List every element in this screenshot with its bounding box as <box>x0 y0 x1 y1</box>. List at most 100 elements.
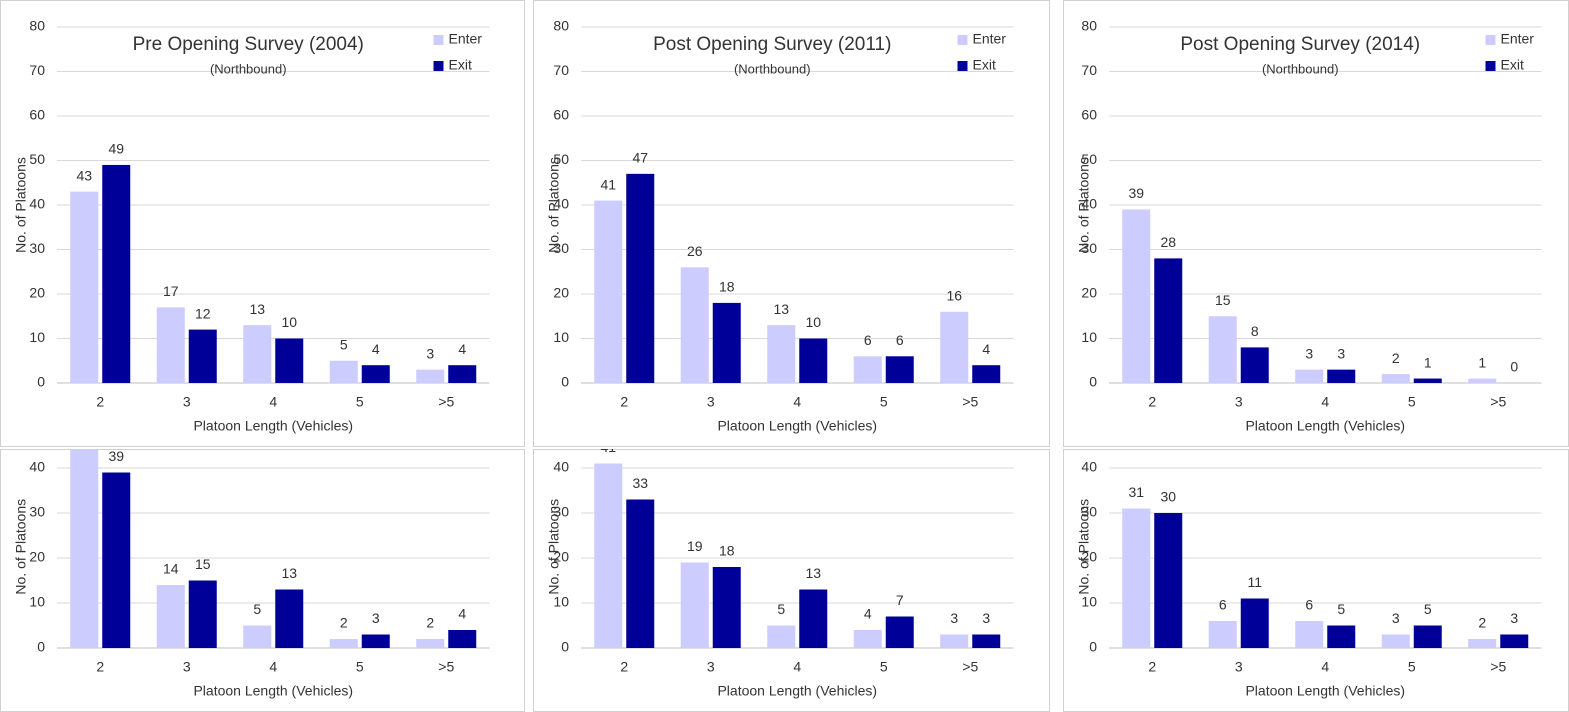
bar <box>853 356 882 383</box>
bar <box>1381 634 1410 648</box>
bar <box>767 325 796 383</box>
data-label: 3 <box>1392 610 1400 626</box>
bar <box>329 639 358 648</box>
data-label: 5 <box>340 336 348 352</box>
data-label: 4 <box>458 341 466 357</box>
bar <box>243 325 272 383</box>
data-label: 13 <box>281 565 297 581</box>
data-label: 2 <box>1478 615 1486 631</box>
data-label: 15 <box>195 556 211 572</box>
x-tick-label: 4 <box>269 659 277 675</box>
chart-title: Pre Opening Survey (2004) <box>133 34 364 55</box>
x-tick-label: 5 <box>1408 659 1416 675</box>
legend-swatch <box>433 35 444 45</box>
data-label: 11 <box>1247 574 1262 590</box>
bar <box>275 589 304 648</box>
data-label: 3 <box>1510 610 1518 626</box>
data-label: 5 <box>777 601 785 617</box>
bar <box>885 616 914 648</box>
y-tick-label: 50 <box>553 151 569 167</box>
y-tick-label: 50 <box>1081 151 1097 167</box>
data-label: 4 <box>372 341 380 357</box>
data-label: 3 <box>1337 345 1345 361</box>
y-tick-label: 20 <box>29 549 45 565</box>
bar <box>1154 258 1183 383</box>
x-tick-label: 3 <box>1235 659 1243 675</box>
legend-swatch <box>1485 35 1496 45</box>
bar <box>102 164 131 383</box>
bar <box>361 634 390 648</box>
y-tick-label: 20 <box>29 285 45 301</box>
chart-subtitle: (Northbound) <box>734 61 811 76</box>
x-tick-label: 2 <box>1148 659 1156 675</box>
y-axis-label: No. of Platoons <box>1076 157 1092 253</box>
x-tick-label: 2 <box>96 394 104 410</box>
y-tick-label: 60 <box>553 107 569 123</box>
x-tick-label: 2 <box>620 659 628 675</box>
bar <box>940 634 969 648</box>
y-tick-label: 30 <box>29 240 45 256</box>
x-tick-label: 5 <box>1408 394 1416 410</box>
bar <box>712 567 741 648</box>
bar <box>626 173 655 383</box>
data-label: 5 <box>1424 601 1432 617</box>
bar <box>416 369 445 383</box>
y-tick-label: 0 <box>37 639 45 655</box>
bar <box>448 365 477 383</box>
y-axis-label: No. of Platoons <box>13 157 29 253</box>
bar <box>1468 378 1497 383</box>
bar <box>1240 598 1269 648</box>
bar <box>799 589 828 648</box>
x-tick-label: 4 <box>269 394 277 410</box>
chart-title: Post Opening Survey (2014) <box>1180 34 1420 55</box>
bar <box>1208 316 1237 383</box>
bar <box>1240 347 1269 383</box>
data-label: 13 <box>773 301 789 317</box>
data-label: 33 <box>632 475 648 491</box>
data-label: 6 <box>1305 597 1313 613</box>
y-tick-label: 0 <box>1089 639 1097 655</box>
data-label: 6 <box>1219 597 1227 613</box>
data-label: 41 <box>600 176 616 192</box>
x-axis-label: Platoon Length (Vehicles) <box>1245 683 1405 699</box>
bar <box>243 625 272 648</box>
data-label: 3 <box>372 610 380 626</box>
y-tick-label: 20 <box>553 549 569 565</box>
y-tick-label: 10 <box>553 594 569 610</box>
x-tick-label: 2 <box>620 394 628 410</box>
data-label: 26 <box>687 243 703 259</box>
bar <box>1122 508 1151 648</box>
x-tick-label: 3 <box>183 394 191 410</box>
legend-label: Exit <box>449 57 472 73</box>
bar <box>329 360 358 383</box>
bar <box>799 338 828 383</box>
legend-label: Enter <box>1501 31 1535 47</box>
y-axis-label: No. of Platoons <box>13 499 29 595</box>
y-tick-label: 20 <box>1081 285 1097 301</box>
data-label: 28 <box>1160 234 1176 250</box>
bar <box>1413 378 1442 383</box>
bar <box>1381 374 1410 383</box>
x-tick-label: 5 <box>880 394 888 410</box>
data-label: 17 <box>163 283 179 299</box>
x-tick-label: 5 <box>880 659 888 675</box>
bar <box>767 625 796 648</box>
chart-subtitle: (Northbound) <box>1262 61 1339 76</box>
data-label: 12 <box>195 305 211 321</box>
data-label: 19 <box>687 538 703 554</box>
data-label: 18 <box>719 543 735 559</box>
x-tick-label: 5 <box>356 394 364 410</box>
data-label: 5 <box>1337 601 1345 617</box>
y-tick-label: 70 <box>29 62 45 78</box>
data-label: 4 <box>982 341 990 357</box>
y-tick-label: 0 <box>37 374 45 390</box>
data-label: 15 <box>1215 292 1231 308</box>
data-label: 6 <box>864 332 872 348</box>
bar <box>1295 621 1324 648</box>
data-label: 4 <box>864 606 872 622</box>
data-label: 8 <box>1251 323 1259 339</box>
bar <box>1468 639 1497 648</box>
y-tick-label: 30 <box>29 504 45 520</box>
legend-label: Exit <box>973 57 996 73</box>
